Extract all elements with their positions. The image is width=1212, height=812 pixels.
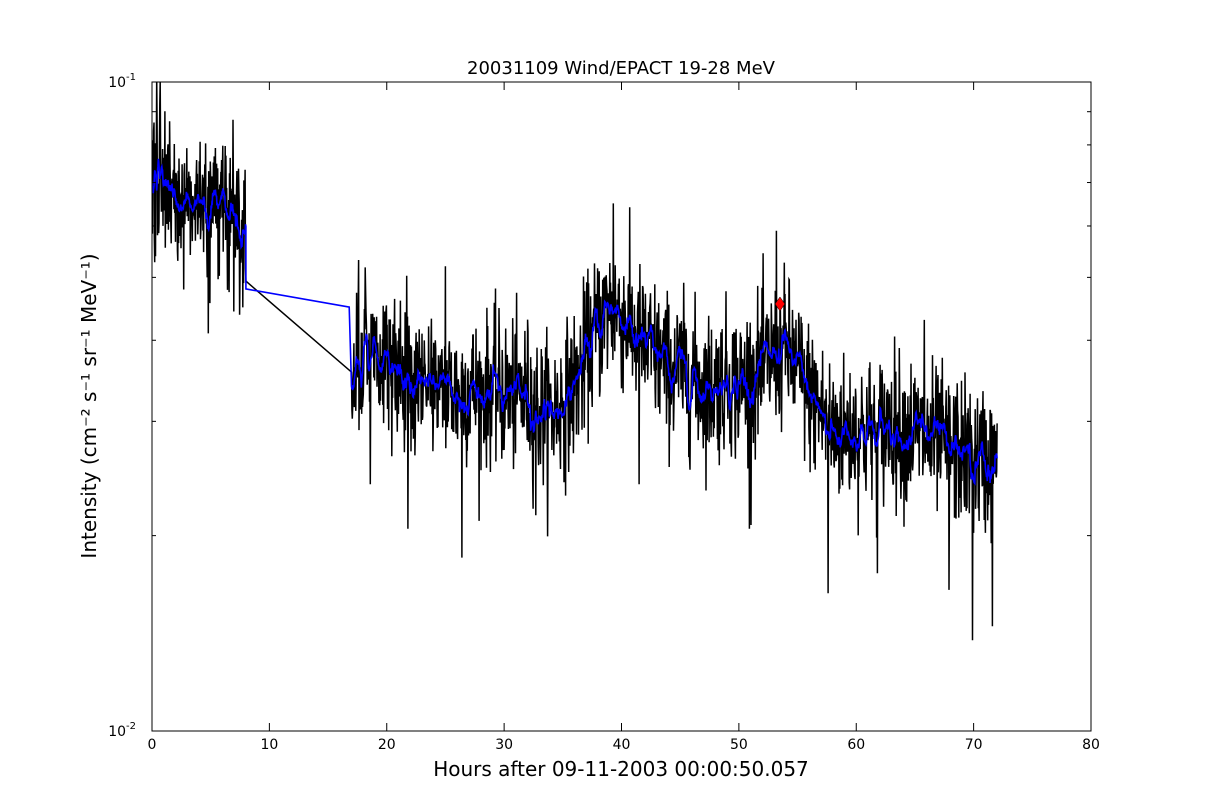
- x-tick-label: 60: [847, 737, 865, 753]
- plot-data-layer: [152, 82, 998, 641]
- x-tick-label: 0: [148, 737, 157, 753]
- x-tick-label: 10: [260, 737, 278, 753]
- y-tick-exponent: -1: [126, 72, 136, 83]
- y-axis-label: Intensity (cm⁻² s⁻¹ sr⁻¹ MeV⁻¹): [77, 253, 101, 558]
- y-tick-exponent: -2: [126, 721, 136, 732]
- event-marker: [774, 296, 786, 312]
- x-tick-label: 40: [613, 737, 631, 753]
- x-tick-label: 70: [965, 737, 983, 753]
- smoothed-intensity-line: [152, 158, 998, 486]
- x-tick-label: 80: [1082, 737, 1100, 753]
- raw-intensity-line: [152, 82, 998, 641]
- x-tick-label: 30: [495, 737, 513, 753]
- chart-title: 20031109 Wind/EPACT 19-28 MeV: [467, 58, 776, 79]
- x-axis-label: Hours after 09-11-2003 00:00:50.057: [433, 757, 809, 781]
- x-tick-label: 20: [378, 737, 396, 753]
- x-tick-label: 50: [730, 737, 748, 753]
